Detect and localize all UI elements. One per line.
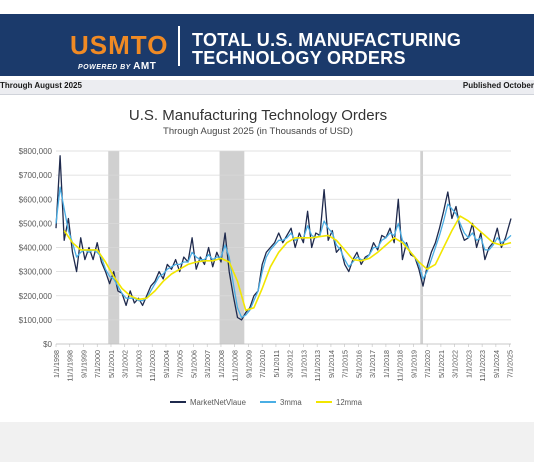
x-tick-label: 11/1/1998 <box>66 350 75 381</box>
x-tick-label: 5/1/2021 <box>437 350 446 378</box>
y-tick-label: $800,000 <box>19 147 53 156</box>
x-tick-label: 9/1/2019 <box>409 350 418 378</box>
x-tick-label: 5/1/2016 <box>354 350 363 378</box>
series-line-marketnetvlaue <box>55 155 512 321</box>
legend: MarketNetVlaue 3mma 12mma <box>170 398 363 407</box>
orders-chart: U.S. Manufacturing Technology Orders Thr… <box>19 107 515 407</box>
published-date-label: Published October <box>462 81 534 90</box>
x-tick-label: 7/1/2015 <box>341 350 350 378</box>
report-title-line1: TOTAL U.S. MANUFACTURING <box>192 30 462 50</box>
report-title: TOTAL U.S. MANUFACTURING TECHNOLOGY ORDE… <box>192 31 461 67</box>
x-tick-label: 11/1/2023 <box>478 350 487 381</box>
x-tick-label: 9/1/2024 <box>492 350 501 378</box>
x-tick-label: 7/1/2020 <box>423 350 432 378</box>
legend-label-3mma: 3mma <box>280 398 302 407</box>
x-tick-label: 3/1/2007 <box>203 350 212 378</box>
y-tick-label: $200,000 <box>19 292 53 301</box>
series-lines <box>55 155 512 321</box>
x-tick-label: 1/1/2013 <box>299 350 308 378</box>
x-tick-label: 5/1/2006 <box>189 350 198 378</box>
x-tick-label: 3/1/2022 <box>451 350 460 378</box>
x-tick-label: 9/1/2009 <box>244 350 253 378</box>
x-tick-label: 3/1/2012 <box>286 350 295 378</box>
y-tick-label: $0 <box>43 340 52 349</box>
y-tick-label: $600,000 <box>19 195 53 204</box>
powered-by-label: POWERED BY AMT <box>78 61 156 72</box>
x-tick-label: 7/1/2010 <box>258 350 267 378</box>
x-tick-label: 9/1/1999 <box>79 350 88 378</box>
header-banner: USMTO POWERED BY AMT TOTAL U.S. MANUFACT… <box>0 14 534 76</box>
banner-divider <box>178 26 180 66</box>
x-tick-label: 9/1/2014 <box>327 350 336 378</box>
x-tick-label: 7/1/2025 <box>506 350 515 378</box>
x-tick-label: 11/1/2008 <box>231 350 240 381</box>
usmto-logo: USMTO <box>70 30 169 60</box>
x-tick-label: 3/1/2002 <box>121 350 130 378</box>
x-tick-label: 11/1/2003 <box>148 350 157 381</box>
x-tick-label: 7/1/2000 <box>93 350 102 378</box>
x-tick-label: 1/1/1998 <box>52 350 61 378</box>
x-tick-label: 5/1/2001 <box>107 350 116 378</box>
y-tick-label: $500,000 <box>19 219 53 228</box>
x-tick-label: 5/1/2011 <box>272 350 281 377</box>
x-tick-label: 7/1/2005 <box>176 350 185 378</box>
legend-label-12mma: 12mma <box>336 398 363 407</box>
chart-subtitle: Through August 2025 (in Thousands of USD… <box>163 126 353 137</box>
y-tick-labels: $0 $100,000 $200,000 $300,000 $400,000 $500,0… <box>19 147 53 349</box>
y-gridlines <box>56 150 511 345</box>
y-tick-label: $100,000 <box>19 316 53 325</box>
report-title-line2: TECHNOLOGY ORDERS <box>192 48 406 68</box>
y-tick-label: $400,000 <box>19 244 53 253</box>
report-subbar: Through August 2025 Published October <box>0 80 534 95</box>
x-tick-label: 11/1/2018 <box>396 350 405 381</box>
series-line-3mma <box>55 186 512 319</box>
series-line-12mma <box>63 215 512 311</box>
x-tick-label: 1/1/2003 <box>134 350 143 378</box>
powered-by-text: POWERED BY <box>78 64 131 71</box>
chart-title: U.S. Manufacturing Technology Orders <box>129 107 387 124</box>
through-date-label: Through August 2025 <box>0 81 82 90</box>
legend-label-marketnetvlaue: MarketNetVlaue <box>190 398 246 407</box>
y-tick-label: $700,000 <box>19 171 53 180</box>
amt-logo-text: AMT <box>133 61 157 72</box>
x-tick-label: 1/1/2018 <box>382 350 391 378</box>
x-tick-label: 1/1/2023 <box>464 350 473 378</box>
x-tick-label: 11/1/2013 <box>313 350 322 381</box>
x-tick-labels: 1/1/1998 11/1/1998 9/1/1999 7/1/2000 5/1/200… <box>52 344 515 381</box>
page-footer-band <box>0 422 534 462</box>
x-tick-label: 9/1/2004 <box>162 350 171 378</box>
x-tick-label: 3/1/2017 <box>368 350 377 378</box>
y-tick-label: $300,000 <box>19 268 53 277</box>
chart-frame: U.S. Manufacturing Technology Orders Thr… <box>0 96 534 422</box>
x-tick-label: 1/1/2008 <box>217 350 226 378</box>
